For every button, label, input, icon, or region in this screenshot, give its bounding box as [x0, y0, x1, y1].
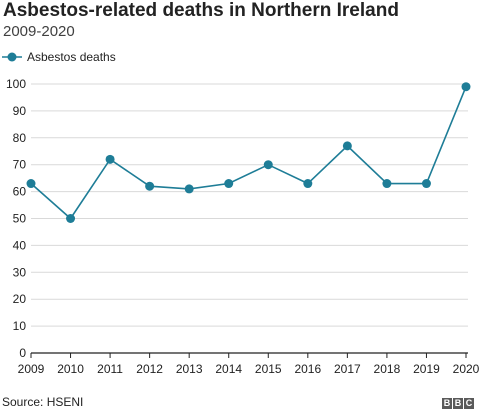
- x-tick-label: 2012: [136, 362, 163, 376]
- bbc-logo: B B C: [442, 398, 474, 409]
- x-tick-label: 2009: [18, 362, 45, 376]
- x-tick-label: 2013: [176, 362, 203, 376]
- chart-subtitle: 2009-2020: [3, 23, 75, 40]
- data-point: [224, 179, 234, 189]
- data-point: [382, 179, 392, 189]
- logo-letter: B: [442, 398, 452, 409]
- x-tick-label: 2014: [215, 362, 242, 376]
- logo-letter: B: [453, 398, 463, 409]
- y-tick-label: 40: [13, 238, 27, 252]
- y-tick-label: 20: [13, 292, 27, 306]
- y-tick-label: 60: [13, 185, 27, 199]
- y-tick-label: 70: [13, 158, 27, 172]
- x-tick-label: 2015: [255, 362, 282, 376]
- legend: Asbestos deaths: [2, 50, 116, 64]
- x-tick-label: 2010: [57, 362, 84, 376]
- legend-label: Asbestos deaths: [27, 50, 116, 64]
- x-tick-label: 2019: [413, 362, 440, 376]
- data-point: [303, 179, 313, 189]
- x-tick-label: 2020: [453, 362, 480, 376]
- x-tick-label: 2018: [374, 362, 401, 376]
- series-line: [30, 86, 467, 220]
- data-point: [421, 179, 431, 189]
- data-point: [145, 181, 155, 191]
- data-point: [184, 184, 194, 194]
- x-tick-label: 2016: [294, 362, 321, 376]
- data-point: [66, 214, 76, 223]
- data-point: [263, 160, 273, 170]
- data-point: [461, 82, 471, 92]
- y-tick-label: 0: [19, 346, 26, 360]
- x-tick-label: 2011: [97, 362, 123, 376]
- data-point: [26, 179, 36, 189]
- logo-letter: C: [464, 398, 474, 409]
- y-tick-label: 50: [13, 212, 27, 226]
- y-tick-label: 10: [13, 319, 27, 333]
- y-tick-label: 80: [13, 131, 27, 145]
- legend-marker-icon: [2, 52, 22, 62]
- source-note: Source: HSENI: [2, 395, 84, 409]
- chart-title: Asbestos-related deaths in Northern Irel…: [3, 0, 399, 21]
- x-tick-label: 2017: [334, 362, 361, 376]
- data-point: [342, 141, 352, 151]
- y-tick-label: 90: [13, 104, 27, 118]
- y-tick-label: 100: [6, 77, 26, 91]
- y-tick-label: 30: [13, 265, 27, 279]
- data-point: [105, 154, 115, 164]
